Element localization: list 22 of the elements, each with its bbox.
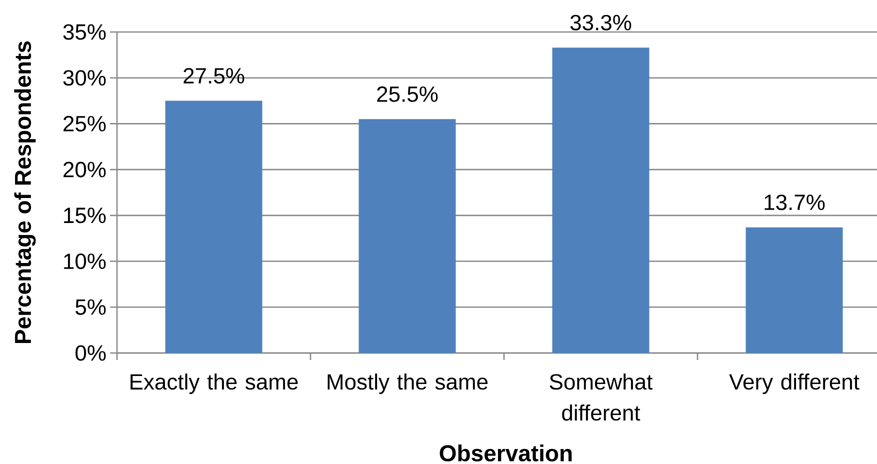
data-label: 27.5% (184, 68, 244, 84)
bar (165, 100, 262, 353)
bar (746, 227, 843, 353)
x-tick-label: Exactly the same (130, 374, 298, 394)
y-tick-label: 30% (63, 70, 106, 86)
y-tick-label: 0% (76, 345, 106, 361)
data-label: 13.7% (764, 194, 825, 210)
y-axis-title: Percentage of Respondents (14, 41, 36, 344)
y-tick-label: 35% (63, 24, 106, 40)
data-label: 33.3% (570, 14, 632, 30)
y-tick-label: 20% (64, 162, 106, 178)
x-tick-label: Somewhat different (550, 374, 653, 421)
x-axis-title: Observation (440, 444, 572, 462)
data-label: 25.5% (377, 86, 438, 102)
y-tick-label: 25% (64, 116, 106, 132)
x-tick-label: Very different (729, 374, 860, 394)
bar (358, 119, 456, 353)
x-tick-label: Mostly the same (328, 374, 488, 394)
bar (552, 48, 650, 353)
y-tick-label: 15% (64, 208, 106, 224)
y-tick-label: 10% (64, 254, 106, 270)
y-tick-label: 5% (76, 299, 106, 315)
